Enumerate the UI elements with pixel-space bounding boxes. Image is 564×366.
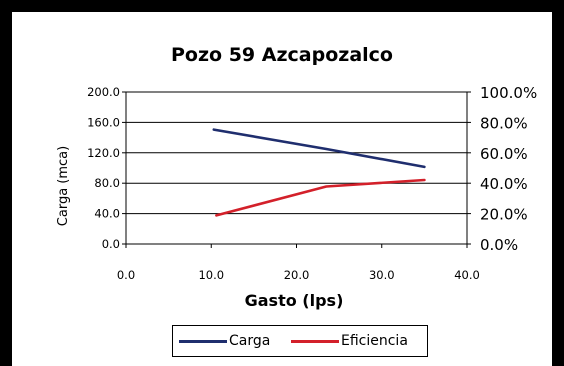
gridlines bbox=[126, 91, 467, 215]
legend-label-eficiencia: Eficiencia bbox=[341, 333, 408, 349]
x-axis-title: Gasto (lps) bbox=[245, 291, 344, 310]
y2-tick-label: 60.0% bbox=[480, 145, 528, 163]
legend: Carga Eficiencia bbox=[172, 325, 428, 357]
legend-swatch-carga bbox=[179, 339, 227, 343]
axes bbox=[122, 91, 471, 248]
legend-swatch-eficiencia bbox=[291, 339, 339, 343]
y-tick-label: 40.0 bbox=[94, 207, 120, 221]
y-axis-title: Carga (mca) bbox=[56, 146, 71, 226]
y2-tick-label: 100.0% bbox=[480, 84, 537, 102]
y2-tick-label: 20.0% bbox=[480, 206, 528, 224]
legend-item-carga: Carga bbox=[179, 326, 270, 356]
x-tick-label: 10.0 bbox=[198, 268, 224, 282]
x-tick-label: 40.0 bbox=[454, 268, 480, 282]
legend-label-carga: Carga bbox=[229, 333, 271, 349]
y-tick-label: 120.0 bbox=[87, 146, 120, 160]
y2-tick-label: 80.0% bbox=[480, 114, 528, 132]
y-tick-label: 160.0 bbox=[87, 115, 120, 129]
y2-tick-label: 0.0% bbox=[480, 236, 518, 254]
y-tick-label: 200.0 bbox=[87, 85, 120, 99]
series-lines bbox=[212, 128, 426, 217]
x-tick-label: 0.0 bbox=[117, 268, 135, 282]
y-tick-label: 0.0 bbox=[102, 237, 120, 251]
series-line-carga bbox=[212, 128, 426, 169]
x-tick-label: 30.0 bbox=[369, 268, 395, 282]
tick-labels: 0.0 40.0 80.0 120.0 160.0 200.0 0.0% 20.0% 40.0%… bbox=[87, 84, 537, 282]
y2-tick-label: 40.0% bbox=[480, 175, 528, 193]
y-tick-label: 80.0 bbox=[94, 176, 120, 190]
series-line-eficiencia bbox=[215, 178, 426, 217]
chart-title: Pozo 59 Azcapozalco bbox=[171, 44, 393, 66]
x-tick-label: 20.0 bbox=[284, 268, 310, 282]
legend-item-eficiencia: Eficiencia bbox=[291, 326, 408, 356]
